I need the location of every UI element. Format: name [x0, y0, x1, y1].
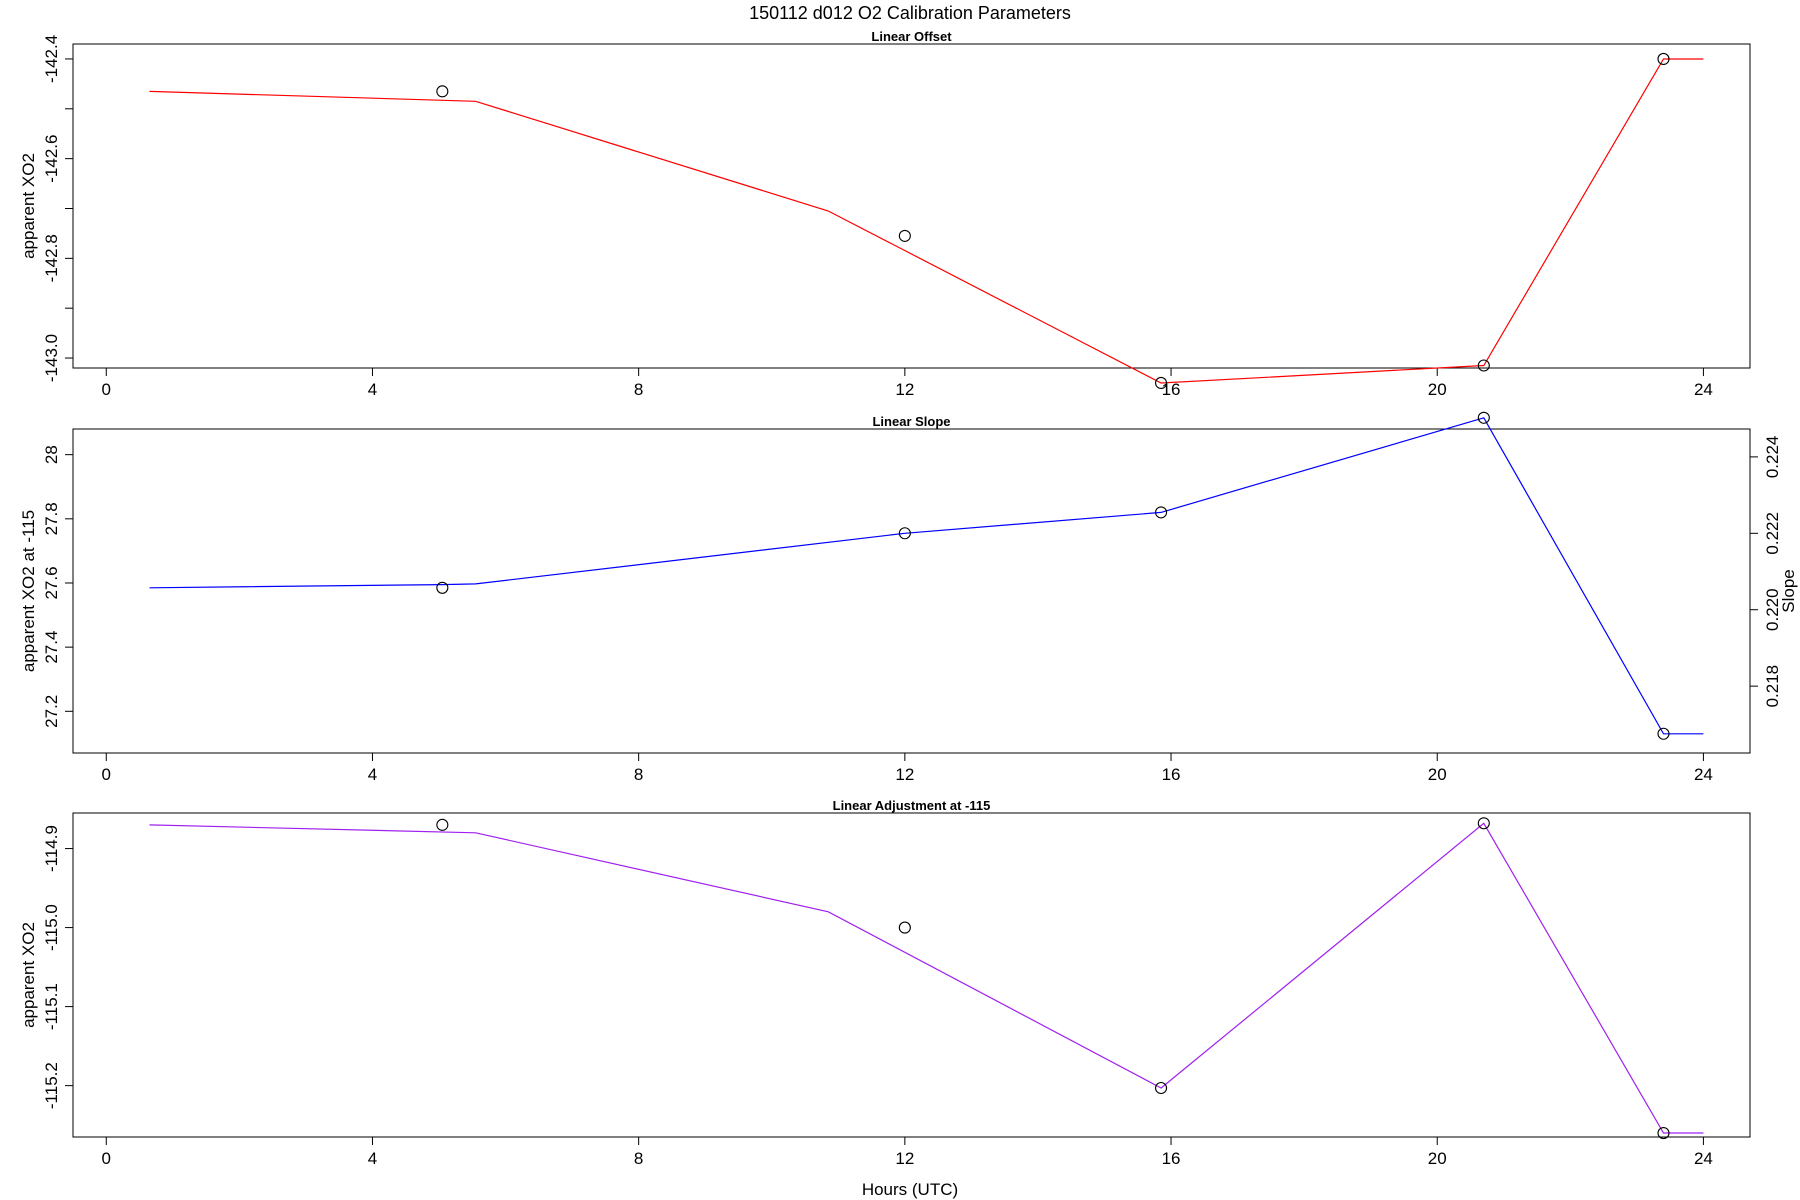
x-tick-label: 4	[368, 1149, 377, 1168]
y-tick-label: 28	[42, 445, 61, 464]
plot-frame	[72, 43, 1751, 369]
x-tick-label: 24	[1694, 765, 1713, 784]
y-tick-label: 27.2	[42, 695, 61, 728]
y-tick-label: -115.0	[42, 904, 61, 951]
x-tick-label: 4	[368, 380, 377, 399]
x-tick-label: 24	[1694, 380, 1713, 399]
y-axis-label: apparent XO2	[19, 922, 38, 1028]
data-point	[898, 921, 911, 934]
plot-frame	[72, 812, 1751, 1138]
data-point	[1657, 1126, 1670, 1140]
x-tick-label: 8	[634, 765, 643, 784]
data-point	[1477, 359, 1490, 372]
data-point	[1657, 727, 1670, 740]
y-tick-label: -115.1	[42, 983, 61, 1030]
y-tick-label: 27.8	[42, 502, 61, 535]
y2-tick-label: 0.220	[1763, 588, 1782, 631]
y-tick-label: 27.4	[42, 631, 61, 664]
series-line	[149, 822, 1704, 1134]
x-tick-label: 12	[895, 380, 914, 399]
x-tick-label: 0	[102, 765, 111, 784]
x-tick-label: 4	[368, 765, 377, 784]
x-tick-label: 8	[634, 1149, 643, 1168]
data-point	[436, 581, 449, 594]
panel-2: Linear Slope 0 4 8 12 16 20 24 27.2 27.4 27.6 27.8 2…	[19, 411, 1798, 784]
x-tick-label: 20	[1428, 380, 1447, 399]
x-tick-label: 8	[634, 380, 643, 399]
y-tick-label: 27.6	[42, 566, 61, 599]
x-axis-label: Hours (UTC)	[862, 1180, 958, 1199]
y2-axis-label: Slope	[1779, 569, 1798, 612]
y-axis-label: apparent XO2 at -115	[19, 510, 38, 672]
data-point	[1477, 411, 1490, 424]
x-tick-label: 0	[102, 1149, 111, 1168]
y2-tick-label: 0.218	[1763, 665, 1782, 708]
x-tick-label: 20	[1428, 1149, 1447, 1168]
plot-frame	[72, 428, 1751, 754]
y2-tick-label: 0.222	[1763, 512, 1782, 555]
data-point	[1155, 506, 1168, 519]
x-tick-label: 24	[1694, 1149, 1713, 1168]
y2-tick-label: 0.224	[1763, 436, 1782, 479]
data-point	[898, 229, 911, 242]
data-point	[436, 818, 449, 831]
y-tick-label: -142.6	[42, 135, 61, 183]
data-point	[1657, 52, 1670, 66]
x-tick-label: 12	[895, 765, 914, 784]
y-tick-label: -143.0	[42, 334, 61, 382]
x-tick-label: 16	[1162, 1149, 1181, 1168]
data-point	[1155, 376, 1168, 390]
y-tick-label: -115.2	[42, 1062, 61, 1109]
panel-title: Linear Slope	[872, 414, 950, 429]
panel-title: Linear Offset	[871, 29, 952, 44]
data-point	[1477, 817, 1490, 830]
y-tick-label: -142.4	[42, 35, 61, 83]
series-line	[149, 417, 1704, 735]
data-point	[898, 527, 911, 540]
y-tick-label: -142.8	[42, 234, 61, 282]
x-tick-label: 16	[1162, 765, 1181, 784]
x-tick-label: 20	[1428, 765, 1447, 784]
panel-3: Linear Adjustment at -115 0 4 8 12 16 20 24 -115…	[19, 798, 1751, 1168]
panel-title: Linear Adjustment at -115	[833, 798, 991, 813]
y-tick-label: -114.9	[42, 825, 61, 872]
figure-title: 150112 d012 O2 Calibration Parameters	[749, 3, 1071, 23]
x-tick-label: 0	[102, 380, 111, 399]
series-line	[149, 58, 1704, 384]
x-tick-label: 12	[895, 1149, 914, 1168]
data-point	[436, 85, 449, 98]
data-point	[1155, 1081, 1168, 1095]
y-axis-label: apparent XO2	[19, 153, 38, 259]
